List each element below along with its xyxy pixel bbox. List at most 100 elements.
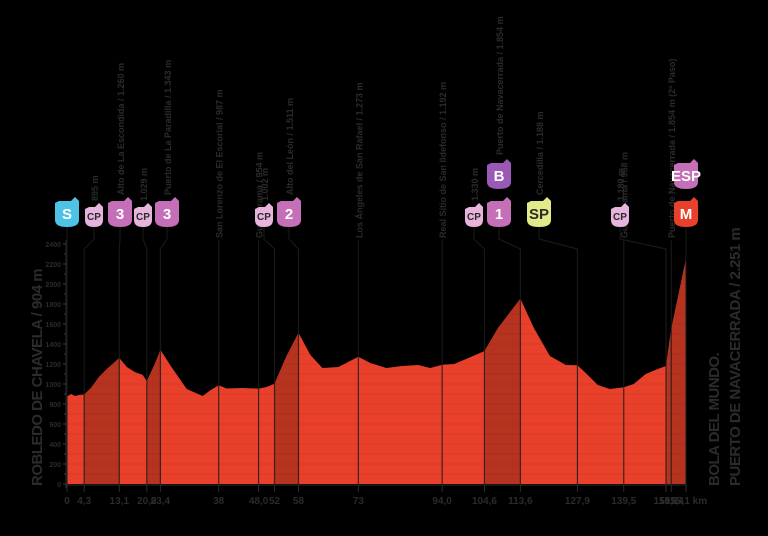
profile-area [67, 258, 686, 484]
leader-line [142, 227, 148, 484]
checkpoint-badge: CP [255, 203, 273, 227]
y-tick-label: 2200 [45, 262, 61, 269]
climb-category-2-badge: 2 [277, 197, 301, 227]
finish-label-line2: PUERTO DE NAVACERRADA / 2.251 m [727, 228, 744, 486]
x-tick-label: 94,0 [432, 496, 452, 507]
x-tick-label: 13,1 [110, 496, 130, 507]
svg-text:SP: SP [529, 206, 549, 223]
x-axis: 0 4,3 13,1 20,023,4 38 48,0 52 58 73 94,0 104,6 113… [64, 484, 707, 507]
svg-text:CP: CP [467, 212, 481, 223]
waypoint-label: Alto de La Escondida / 1.260 m [116, 63, 126, 195]
y-tick-label: 0 [57, 482, 61, 489]
waypoint-leader-lines [66, 227, 687, 484]
y-tick-label: 1600 [45, 322, 61, 329]
checkpoint-badge: CP [134, 203, 152, 227]
svg-text:ESP: ESP [671, 168, 701, 185]
waypoint-label: 1.180 m [616, 168, 626, 201]
waypoint-labels: 895 m Alto de La Escondida / 1.260 m 1.029… [90, 16, 677, 238]
waypoint-label: San Lorenzo de El Escorial / 987 m [215, 89, 225, 238]
y-tick-label: 600 [49, 422, 61, 429]
x-tick-label: 4,3 [77, 496, 91, 507]
svg-text:CP: CP [257, 212, 271, 223]
x-tick-label: 52 [269, 496, 281, 507]
x-tick-label: 150,1 [654, 496, 679, 507]
x-tick-label: 104,6 [472, 496, 497, 507]
special-category-badge: ESP [671, 159, 701, 189]
checkpoint-badge: CP [465, 203, 483, 227]
climb-category-1-badge: 1 [487, 197, 511, 227]
y-axis: 0 200 400 600 800 1000 1200 1400 1600 1800 2000 220… [45, 240, 67, 489]
waypoint-label: Alto del León / 1.511 m [285, 98, 295, 195]
x-tick-label: 73 [353, 496, 365, 507]
svg-text:2: 2 [285, 206, 293, 223]
finish-badge: M [674, 197, 698, 227]
x-tick-label: 0 [64, 496, 70, 507]
waypoint-label: 895 m [90, 175, 100, 201]
y-tick-label: 1000 [45, 382, 61, 389]
x-tick-label: 155,1 km [665, 496, 707, 507]
leader-line [263, 227, 276, 484]
svg-text:B: B [494, 168, 505, 185]
waypoint-label: Puerto de Navacerrada / 1.854 m [495, 16, 505, 155]
waypoint-label: Los Ángeles de San Rafael / 1.273 m [354, 82, 364, 238]
waypoint-label: 1.330 m [470, 168, 480, 201]
sprint-badge: SP [527, 197, 551, 227]
start-finish-labels: ROBLEDO DE CHAVELA / 904 m BOLA DEL MUND… [29, 228, 744, 486]
climb-category-3-badge: 3 [108, 197, 132, 227]
leader-line [83, 227, 95, 484]
leader-line [288, 227, 300, 484]
checkpoint-badge: CP [85, 203, 103, 227]
x-tick-label: 20,0 [137, 496, 157, 507]
leader-line [118, 227, 121, 484]
leader-line [473, 227, 486, 484]
x-tick-label: 48,0 [249, 496, 269, 507]
leader-line [159, 227, 168, 484]
waypoint-label: 1.029 m [139, 168, 149, 201]
bonus-badge: B [487, 159, 511, 189]
svg-text:1: 1 [495, 206, 503, 223]
svg-text:CP: CP [613, 212, 627, 223]
waypoint-label: Guadarrama / 968 m [620, 152, 630, 238]
waypoint-label: Cercedilla / 1.188 m [535, 111, 545, 195]
x-tick-label: 23,4 [151, 496, 171, 507]
x-tick-label: 151,4 [659, 496, 684, 507]
x-tick-label: 139,5 [611, 496, 636, 507]
leader-line [538, 227, 579, 484]
svg-text:CP: CP [87, 212, 101, 223]
y-tick-label: 1800 [45, 302, 61, 309]
start-town-label: ROBLEDO DE CHAVELA / 904 m [29, 269, 46, 486]
waypoint-label: Guadarrama / 954 m [255, 152, 265, 238]
svg-text:3: 3 [163, 206, 171, 223]
x-tick-label: 38 [213, 496, 225, 507]
y-tick-label: 2400 [45, 242, 61, 249]
start-badge: S [55, 197, 79, 227]
elevation-profile [67, 258, 686, 484]
x-tick-label: 58 [293, 496, 305, 507]
svg-text:S: S [62, 206, 72, 223]
leader-line [498, 227, 521, 484]
climb-band [84, 258, 120, 484]
x-tick-label: 127,9 [565, 496, 590, 507]
climb-band [146, 258, 161, 484]
svg-text:3: 3 [116, 206, 124, 223]
y-tick-label: 800 [49, 402, 61, 409]
svg-text:M: M [680, 206, 693, 223]
waypoint-label: Puerto de Navacerrada / 1.854 m (2º Paso… [667, 59, 677, 238]
svg-text:CP: CP [136, 212, 150, 223]
waypoint-badges: S CP 3 CP 3 CP 2 CP 1 B SP CP M ESP [55, 159, 701, 227]
leader-line [619, 227, 667, 484]
waypoint-label: Puerto de La Paradilla / 1.343 m [163, 60, 173, 195]
finish-label-line1: BOLA DEL MUNDO. [706, 352, 723, 486]
checkpoint-badge: CP [611, 203, 629, 227]
waypoint-label: 1.002 m [260, 168, 270, 201]
y-tick-label: 1200 [45, 362, 61, 369]
y-tick-label: 400 [49, 442, 61, 449]
y-tick-label: 1400 [45, 342, 61, 349]
climb-category-3-badge: 3 [155, 197, 179, 227]
y-tick-label: 2000 [45, 282, 61, 289]
waypoint-label: Real Sitio de San Ildefonso / 1.192 m [438, 82, 448, 238]
x-tick-label: 113,6 [508, 496, 533, 507]
y-tick-label: 200 [49, 462, 61, 469]
